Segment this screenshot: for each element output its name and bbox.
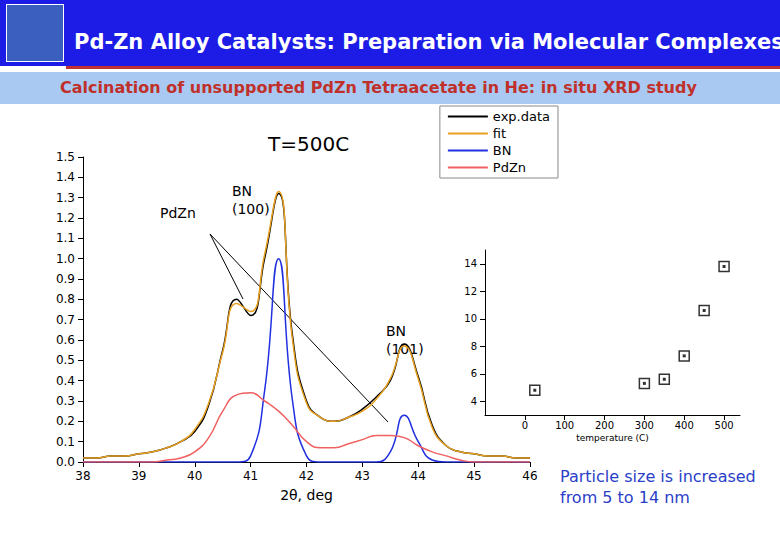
svg-text:1.2: 1.2 <box>56 211 75 225</box>
svg-text:exp.data: exp.data <box>493 109 550 124</box>
svg-text:PdZn: PdZn <box>493 160 526 175</box>
svg-text:45: 45 <box>466 469 481 483</box>
svg-text:1.1: 1.1 <box>56 231 75 245</box>
svg-text:8: 8 <box>471 341 477 352</box>
svg-text:38: 38 <box>75 469 90 483</box>
svg-text:0.2: 0.2 <box>56 414 75 428</box>
svg-text:43: 43 <box>355 469 370 483</box>
svg-text:10: 10 <box>464 313 477 324</box>
html-text:Particle size is increased fro: Particle size is increased from 5 to 14 … <box>560 467 756 507</box>
svg-text:300: 300 <box>635 420 654 431</box>
svg-text:1.0: 1.0 <box>56 252 75 266</box>
svg-text:0.4: 0.4 <box>56 374 75 388</box>
svg-text:4: 4 <box>471 396 477 407</box>
svg-text:temperature (C): temperature (C) <box>576 433 649 443</box>
svg-text:14: 14 <box>464 258 477 269</box>
svg-text:41: 41 <box>243 469 258 483</box>
svg-text:0.0: 0.0 <box>56 455 75 469</box>
svg-text:0.7: 0.7 <box>56 313 75 327</box>
svg-text:1.3: 1.3 <box>56 191 75 205</box>
svg-text:0.6: 0.6 <box>56 333 75 347</box>
svg-text:46: 46 <box>522 469 537 483</box>
svg-text:100: 100 <box>555 420 574 431</box>
svg-text:2θ, deg: 2θ, deg <box>280 487 333 503</box>
svg-text:1.4: 1.4 <box>56 170 75 184</box>
svg-text:BN: BN <box>386 323 406 339</box>
svg-text:0.5: 0.5 <box>56 353 75 367</box>
svg-text:0.9: 0.9 <box>56 272 75 286</box>
svg-text:fit: fit <box>493 126 506 141</box>
svg-text:12: 12 <box>464 286 477 297</box>
svg-text:1.5: 1.5 <box>56 150 75 164</box>
svg-text:PdZn: PdZn <box>160 205 196 221</box>
svg-text:BN: BN <box>493 143 512 158</box>
svg-text:(100): (100) <box>232 201 270 217</box>
svg-text:400: 400 <box>675 420 694 431</box>
svg-text:0.3: 0.3 <box>56 394 75 408</box>
svg-text:200: 200 <box>595 420 614 431</box>
svg-text:42: 42 <box>299 469 314 483</box>
svg-text:44: 44 <box>411 469 426 483</box>
svg-text:40: 40 <box>187 469 202 483</box>
html-text:Calcination of unsupported PdZ: Calcination of unsupported PdZn Tetraace… <box>60 78 697 97</box>
svg-text:6: 6 <box>471 368 477 379</box>
svg-text:39: 39 <box>131 469 146 483</box>
svg-text:T=500C: T=500C <box>267 132 349 156</box>
svg-text:0.8: 0.8 <box>56 292 75 306</box>
svg-text:BN: BN <box>232 183 252 199</box>
svg-text:0: 0 <box>522 420 528 431</box>
svg-text:0.1: 0.1 <box>56 435 75 449</box>
svg-text:500: 500 <box>715 420 734 431</box>
svg-text:(101): (101) <box>386 341 424 357</box>
